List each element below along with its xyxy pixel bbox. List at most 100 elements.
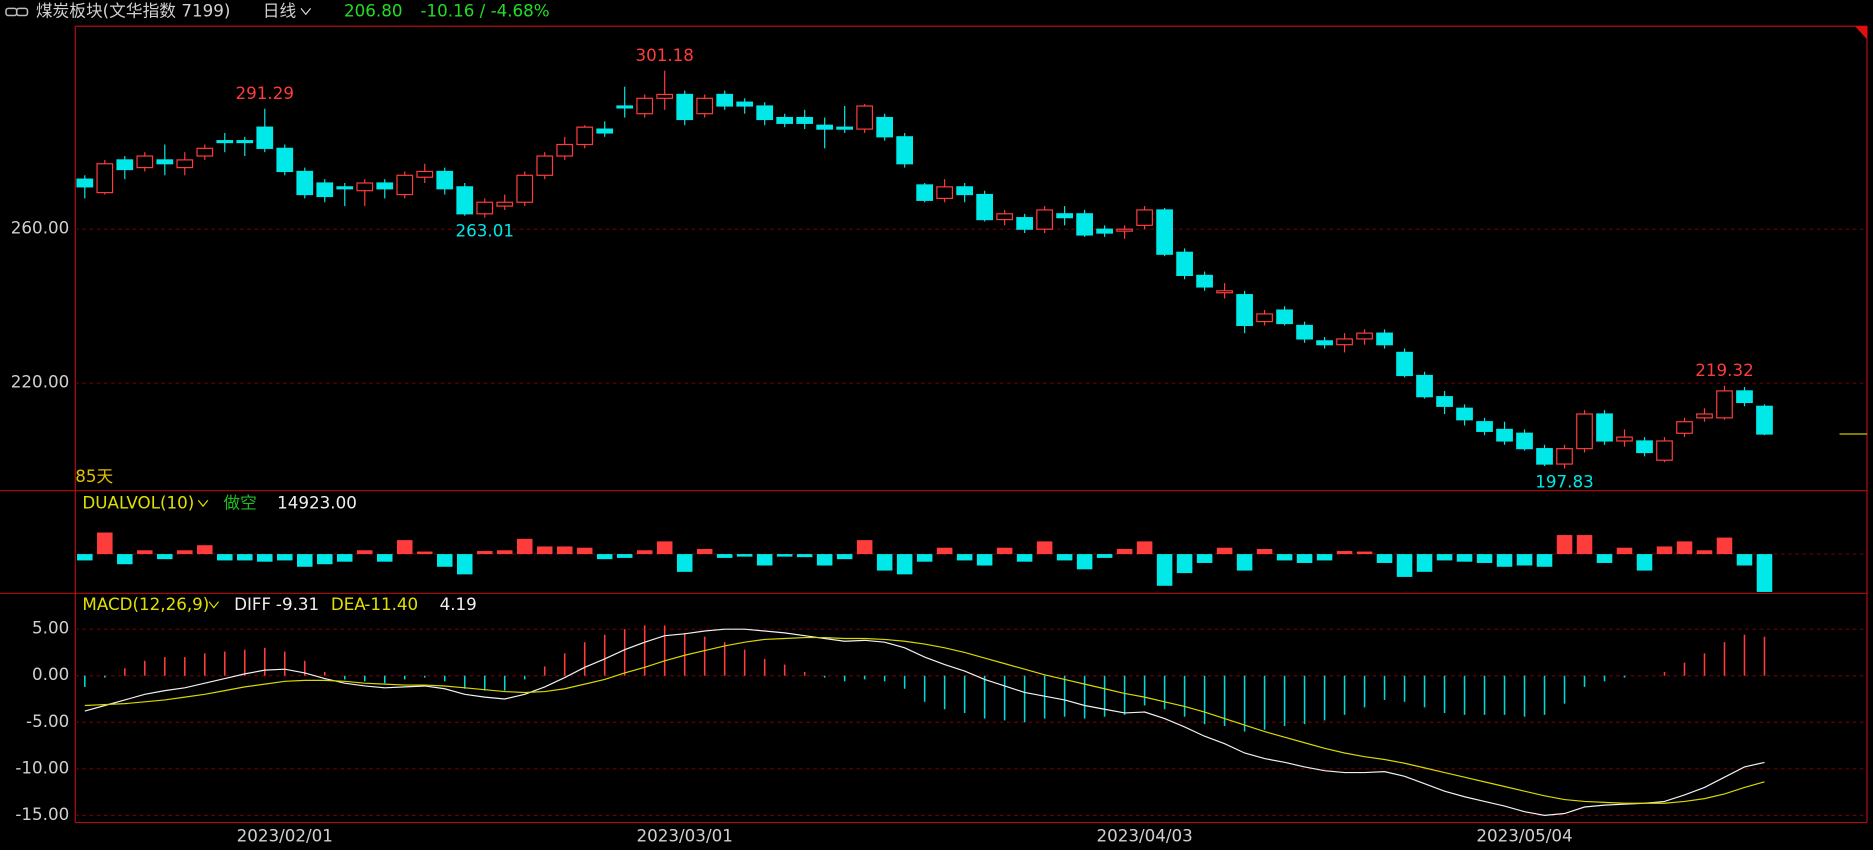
period-selector[interactable]: 日线: [263, 0, 297, 20]
high-annotation: 219.32: [1695, 360, 1753, 380]
volume-bar: [636, 550, 653, 555]
link-icon: [5, 7, 29, 17]
volume-bar: [257, 554, 273, 562]
candle-body: [776, 116, 794, 124]
candle-body: [796, 116, 814, 124]
candle-body: [1076, 213, 1093, 236]
y-tick-label: 0.00: [32, 664, 69, 684]
volume-bar: [756, 554, 773, 566]
volume-bar: [157, 554, 173, 560]
indicator-title[interactable]: MACD(12,26,9): [82, 594, 209, 614]
volume-bar: [1236, 554, 1253, 571]
candle-body: [196, 147, 214, 157]
macd-value: 4.19: [440, 594, 477, 614]
volume-bar: [1156, 554, 1173, 586]
candle-body: [1696, 413, 1713, 419]
candle-body: [956, 186, 974, 196]
candle-body: [416, 170, 434, 178]
volume-bar: [996, 547, 1013, 555]
indicator-title[interactable]: DUALVOL(10): [82, 492, 194, 512]
volume-bar: [396, 540, 413, 555]
price-change: -10.16 / -4.68%: [420, 0, 549, 20]
candle-body: [156, 159, 174, 165]
candle-body: [76, 178, 94, 188]
volume-bar: [77, 554, 93, 561]
candle-body: [576, 126, 594, 146]
volume-bar: [1416, 554, 1433, 572]
volume-bar: [1436, 554, 1453, 561]
volume-bar: [496, 550, 513, 555]
candle-body: [836, 126, 854, 130]
candle-body: [1756, 405, 1773, 435]
volume-bar: [1556, 535, 1573, 555]
volume-bar: [936, 547, 953, 555]
candle-body: [1716, 390, 1733, 419]
volume-bar: [376, 554, 393, 562]
candle-body: [1176, 251, 1193, 276]
period-chevron[interactable]: [300, 7, 312, 16]
dea-name: DEA: [331, 594, 366, 614]
days-label: 85天: [75, 466, 113, 486]
candle-body: [1476, 421, 1493, 432]
volume-bar: [177, 550, 193, 555]
indicator-mode: 做空: [223, 492, 256, 512]
candle-body: [756, 105, 774, 121]
volume-bar: [1016, 554, 1033, 562]
volume-bar: [1536, 554, 1553, 567]
volume-bar: [816, 554, 833, 566]
indicator-chevron[interactable]: [208, 601, 220, 609]
candle-body: [1436, 396, 1453, 407]
candle-body: [496, 201, 514, 207]
volume-bar: [716, 554, 733, 558]
diff-name: DIFF: [234, 594, 271, 614]
volume-bar: [1036, 541, 1053, 555]
volume-bar: [856, 540, 873, 555]
candle-body: [1536, 448, 1553, 465]
candle-body: [1036, 209, 1053, 230]
volume-bar: [1396, 554, 1413, 577]
volume-bar: [137, 550, 153, 555]
candle-body: [1456, 407, 1473, 421]
candle-body: [636, 97, 654, 115]
volume-bar: [1476, 554, 1493, 563]
candle-body: [1576, 413, 1593, 450]
x-tick-label: 2023/05/04: [1476, 825, 1572, 845]
y-tick-label: -5.00: [26, 711, 69, 731]
candle-body: [1136, 209, 1153, 226]
volume-bar: [1696, 550, 1713, 555]
y-tick-label: 5.00: [32, 618, 69, 638]
candle-body: [1516, 432, 1533, 450]
candle-body: [896, 136, 914, 165]
candle-body: [1496, 428, 1513, 442]
volume-bar: [736, 554, 753, 557]
volume-bar: [436, 554, 453, 567]
indicator-chevron[interactable]: [197, 499, 209, 508]
y-tick-label: 220.00: [11, 372, 69, 392]
candle-body: [1596, 413, 1613, 442]
candle-body: [1016, 217, 1033, 230]
low-annotation: 263.01: [455, 220, 513, 240]
volume-bar: [1176, 554, 1193, 574]
candle-body: [376, 182, 394, 190]
candle-body: [936, 186, 954, 199]
candle-body: [536, 155, 554, 176]
volume-bar: [1216, 547, 1233, 555]
volume-bar: [896, 554, 913, 575]
x-tick-label: 2023/03/01: [637, 825, 733, 845]
candle-body: [1116, 228, 1133, 232]
volume-bar: [1336, 551, 1353, 555]
volume-bar: [836, 554, 853, 560]
volume-bar: [1116, 549, 1133, 555]
volume-bar: [796, 554, 813, 558]
candle-body: [316, 182, 334, 198]
volume-bar: [1196, 554, 1213, 563]
candle-body: [1256, 313, 1273, 323]
candle-body: [916, 184, 934, 201]
candle-body: [1356, 332, 1373, 340]
indicator-value: 14923.00: [277, 492, 357, 512]
candle-body: [1396, 351, 1413, 377]
candle-body: [736, 101, 754, 107]
y-tick-label: -15.00: [15, 804, 69, 824]
